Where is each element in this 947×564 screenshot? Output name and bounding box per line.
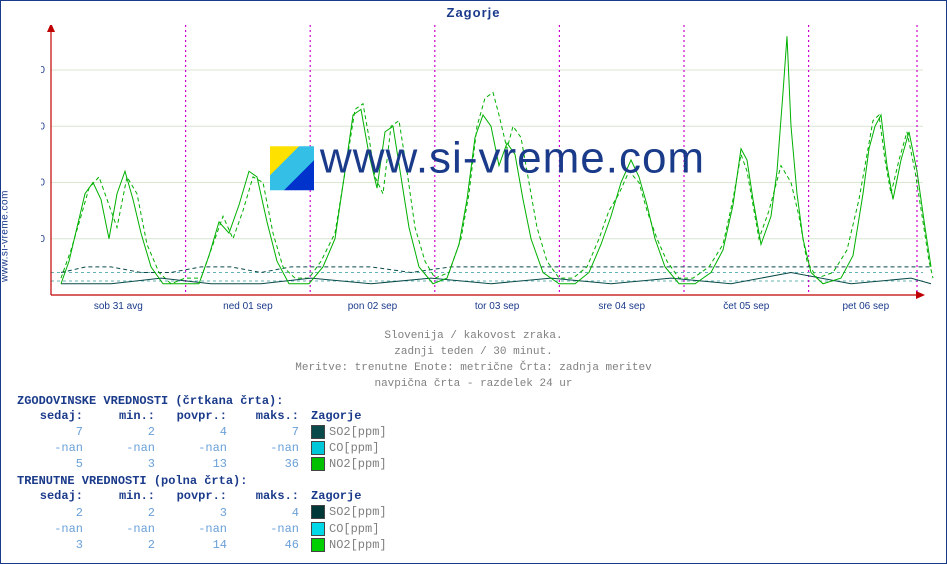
svg-text:pon 02 sep: pon 02 sep [348, 301, 398, 312]
table-row: 321446NO2[ppm] [17, 537, 393, 553]
svg-text:10: 10 [41, 234, 45, 245]
series-swatch-icon [311, 425, 325, 439]
table-row: -nan-nan-nan-nanCO[ppm] [17, 440, 393, 456]
table-col-header: sedaj: [17, 408, 89, 424]
data-tables: ZGODOVINSKE VREDNOSTI (črtkana črta): se… [17, 394, 393, 553]
table-row: 531336NO2[ppm] [17, 456, 393, 472]
table-col-header: Zagorje [305, 408, 393, 424]
subtitle-line: Slovenija / kakovost zraka. [384, 330, 562, 342]
series-swatch-icon [311, 522, 325, 536]
table-cell: 4 [233, 504, 305, 520]
table-cell: 7 [233, 424, 305, 440]
table-cell: CO[ppm] [305, 440, 393, 456]
table-cell: -nan [89, 521, 161, 537]
table-cell: 4 [161, 424, 233, 440]
table-cell: -nan [161, 440, 233, 456]
table-cell: 13 [161, 456, 233, 472]
subtitle-line: navpična črta - razdelek 24 ur [374, 378, 572, 390]
table-col-header: min.: [89, 408, 161, 424]
table-col-header: Zagorje [305, 488, 393, 504]
table-cell: CO[ppm] [305, 521, 393, 537]
series-swatch-icon [311, 457, 325, 471]
table-cell: 3 [89, 456, 161, 472]
subtitle-line: zadnji teden / 30 minut. [394, 346, 552, 358]
table-col-header: maks.: [233, 408, 305, 424]
table-cell: 3 [17, 537, 89, 553]
svg-text:čet 05 sep: čet 05 sep [723, 301, 770, 312]
chart-subtitle: Slovenija / kakovost zraka. zadnji teden … [1, 329, 946, 393]
table-row: 2234SO2[ppm] [17, 504, 393, 520]
table-col-header: sedaj: [17, 488, 89, 504]
table-cell: -nan [233, 440, 305, 456]
cur-table-header: TRENUTNE VREDNOSTI (polna črta): [17, 474, 393, 488]
table-col-header: maks.: [233, 488, 305, 504]
table-cell: 2 [17, 504, 89, 520]
series-swatch-icon [311, 505, 325, 519]
table-cell: 2 [89, 537, 161, 553]
table-cell: 5 [17, 456, 89, 472]
series-swatch-icon [311, 441, 325, 455]
svg-text:pet 06 sep: pet 06 sep [842, 301, 889, 312]
table-cell: -nan [233, 521, 305, 537]
hist-table-header: ZGODOVINSKE VREDNOSTI (črtkana črta): [17, 394, 393, 408]
table-cell: -nan [161, 521, 233, 537]
chart-title: Zagorje [1, 5, 946, 20]
chart-plot: 10 20 30 40 sob 31 avg ned 01 sep pon 02 sep to… [41, 25, 934, 321]
side-url-label: www.si-vreme.com [0, 190, 11, 282]
svg-text:ned 01 sep: ned 01 sep [223, 301, 273, 312]
table-row: -nan-nan-nan-nanCO[ppm] [17, 521, 393, 537]
hist-table: sedaj:min.:povpr.:maks.:Zagorje7247SO2[p… [17, 408, 393, 473]
chart-frame: { "title": "Zagorje", "side_url": "www.s… [0, 0, 947, 564]
table-cell: -nan [17, 440, 89, 456]
series-swatch-icon [311, 538, 325, 552]
table-cell: 46 [233, 537, 305, 553]
table-col-header: min.: [89, 488, 161, 504]
table-cell: 3 [161, 504, 233, 520]
chart-svg: 10 20 30 40 sob 31 avg ned 01 sep pon 02 sep to… [41, 25, 936, 321]
table-row: 7247SO2[ppm] [17, 424, 393, 440]
cur-table: sedaj:min.:povpr.:maks.:Zagorje2234SO2[p… [17, 488, 393, 553]
table-cell: 2 [89, 424, 161, 440]
table-cell: SO2[ppm] [305, 504, 393, 520]
svg-text:sre 04 sep: sre 04 sep [598, 301, 645, 312]
table-cell: NO2[ppm] [305, 456, 393, 472]
svg-text:40: 40 [41, 65, 45, 76]
table-cell: NO2[ppm] [305, 537, 393, 553]
table-cell: 36 [233, 456, 305, 472]
table-col-header: povpr.: [161, 408, 233, 424]
subtitle-line: Meritve: trenutne Enote: metrične Črta: … [295, 362, 651, 374]
table-cell: 2 [89, 504, 161, 520]
table-cell: SO2[ppm] [305, 424, 393, 440]
table-cell: -nan [89, 440, 161, 456]
table-cell: -nan [17, 521, 89, 537]
table-col-header: povpr.: [161, 488, 233, 504]
table-cell: 7 [17, 424, 89, 440]
table-cell: 14 [161, 537, 233, 553]
svg-text:tor 03 sep: tor 03 sep [475, 301, 520, 312]
svg-text:sob 31 avg: sob 31 avg [94, 301, 143, 312]
svg-text:20: 20 [41, 178, 45, 189]
svg-text:30: 30 [41, 121, 45, 132]
